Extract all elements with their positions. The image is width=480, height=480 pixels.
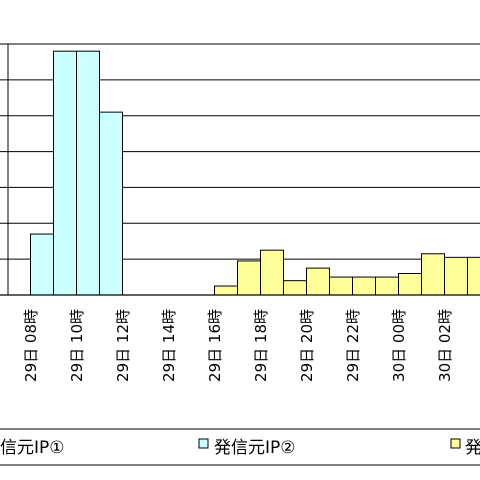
x-tick-label: 29日 10時 — [68, 309, 86, 382]
legend-swatch-ip2 — [198, 438, 209, 449]
x-tick-label: 29日 12時 — [114, 309, 132, 382]
x-tick-label: 29日 16時 — [206, 309, 224, 382]
x-tick-label: 30日 00時 — [390, 309, 408, 382]
bar-series1-1 — [53, 50, 77, 296]
x-tick-labels: 29日 08時 29日 10時 29日 12時 29日 14時 29日 16時 29日 1… — [22, 309, 454, 382]
bar-series2-13 — [329, 276, 353, 296]
bar-series2-18 — [444, 256, 468, 296]
legend-label-ip2: 発信元IP② — [214, 438, 296, 458]
x-tick-label: 29日 08時 — [22, 309, 40, 382]
bar-series2-14 — [352, 276, 376, 296]
bar-series2-11 — [283, 280, 307, 296]
bar-series2-16 — [398, 272, 422, 296]
bar-series2-8 — [214, 285, 238, 296]
bar-series2-12 — [306, 267, 330, 296]
bar-series1-2 — [76, 50, 100, 296]
axes — [0, 44, 480, 296]
bar-series2-17 — [421, 253, 445, 296]
bar-series1-0 — [30, 233, 54, 296]
bar-series1-3 — [99, 111, 123, 296]
x-tick-label: 30日 02時 — [436, 309, 454, 382]
x-tick-label: 29日 18時 — [252, 309, 270, 382]
bar-series2-19 — [467, 256, 480, 296]
bar-series2-10 — [260, 249, 284, 296]
bar-series2-15 — [375, 276, 399, 296]
x-tick-label: 29日 22時 — [344, 309, 362, 382]
bar-series2-9 — [237, 260, 261, 296]
legend-label-ip1: 信元IP① — [0, 438, 65, 458]
legend-label-ip3: 発 — [465, 438, 480, 458]
legend: 信元IP① 発信元IP② 発 — [0, 428, 480, 466]
x-tick-label: 29日 20時 — [298, 309, 316, 382]
legend-swatch-ip3 — [450, 438, 461, 449]
x-tick-label: 29日 14時 — [160, 309, 178, 382]
